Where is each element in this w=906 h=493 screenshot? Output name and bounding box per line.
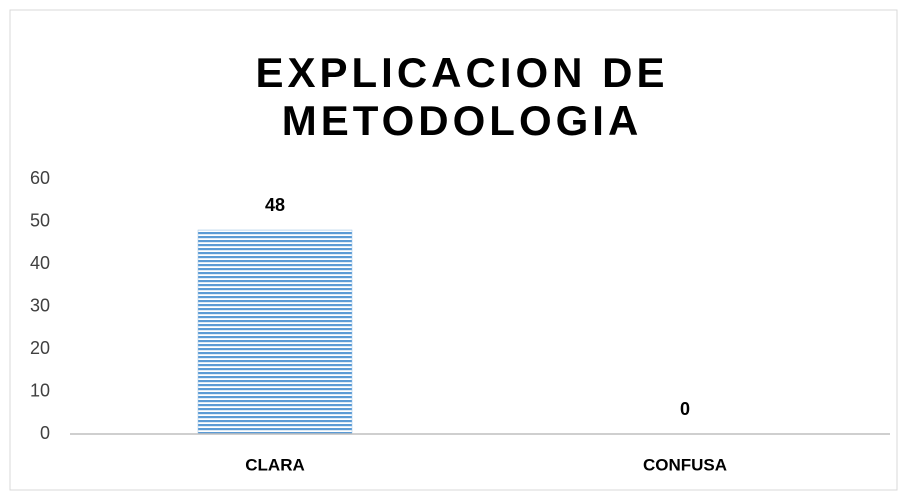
y-tick-label: 0: [40, 423, 50, 443]
bar: [197, 229, 353, 435]
value-label: 48: [265, 195, 285, 215]
chart-title: EXPLICACION DE: [255, 49, 668, 96]
chart-title: METODOLOGIA: [282, 97, 643, 144]
x-tick-label: CONFUSA: [643, 455, 727, 474]
x-tick-label: CLARA: [245, 455, 305, 474]
y-tick-label: 30: [30, 295, 50, 315]
y-tick-label: 10: [30, 380, 50, 400]
y-tick-label: 60: [30, 168, 50, 188]
y-tick-label: 40: [30, 253, 50, 273]
y-tick-label: 50: [30, 210, 50, 230]
value-label: 0: [680, 399, 690, 419]
y-tick-label: 20: [30, 338, 50, 358]
chart-border: [9, 9, 898, 491]
